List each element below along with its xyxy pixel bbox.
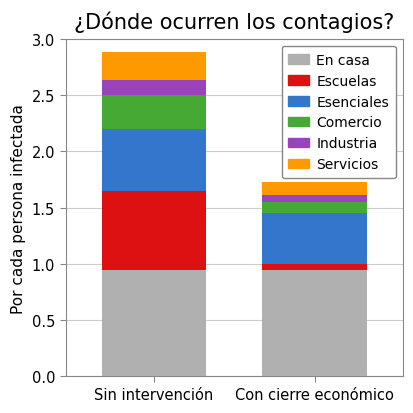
Bar bbox=[102, 270, 206, 377]
Bar bbox=[262, 214, 366, 264]
Bar bbox=[262, 264, 366, 270]
Bar bbox=[262, 202, 366, 214]
Legend: En casa, Escuelas, Esenciales, Comercio, Industria, Servicios: En casa, Escuelas, Esenciales, Comercio,… bbox=[281, 47, 395, 179]
Title: ¿Dónde ocurren los contagios?: ¿Dónde ocurren los contagios? bbox=[74, 11, 394, 33]
Bar bbox=[102, 53, 206, 81]
Bar bbox=[262, 270, 366, 377]
Bar bbox=[262, 182, 366, 196]
Bar bbox=[102, 191, 206, 270]
Bar bbox=[102, 81, 206, 96]
Bar bbox=[102, 96, 206, 129]
Bar bbox=[262, 196, 366, 202]
Bar bbox=[102, 129, 206, 191]
Y-axis label: Por cada persona infectada: Por cada persona infectada bbox=[11, 103, 26, 313]
